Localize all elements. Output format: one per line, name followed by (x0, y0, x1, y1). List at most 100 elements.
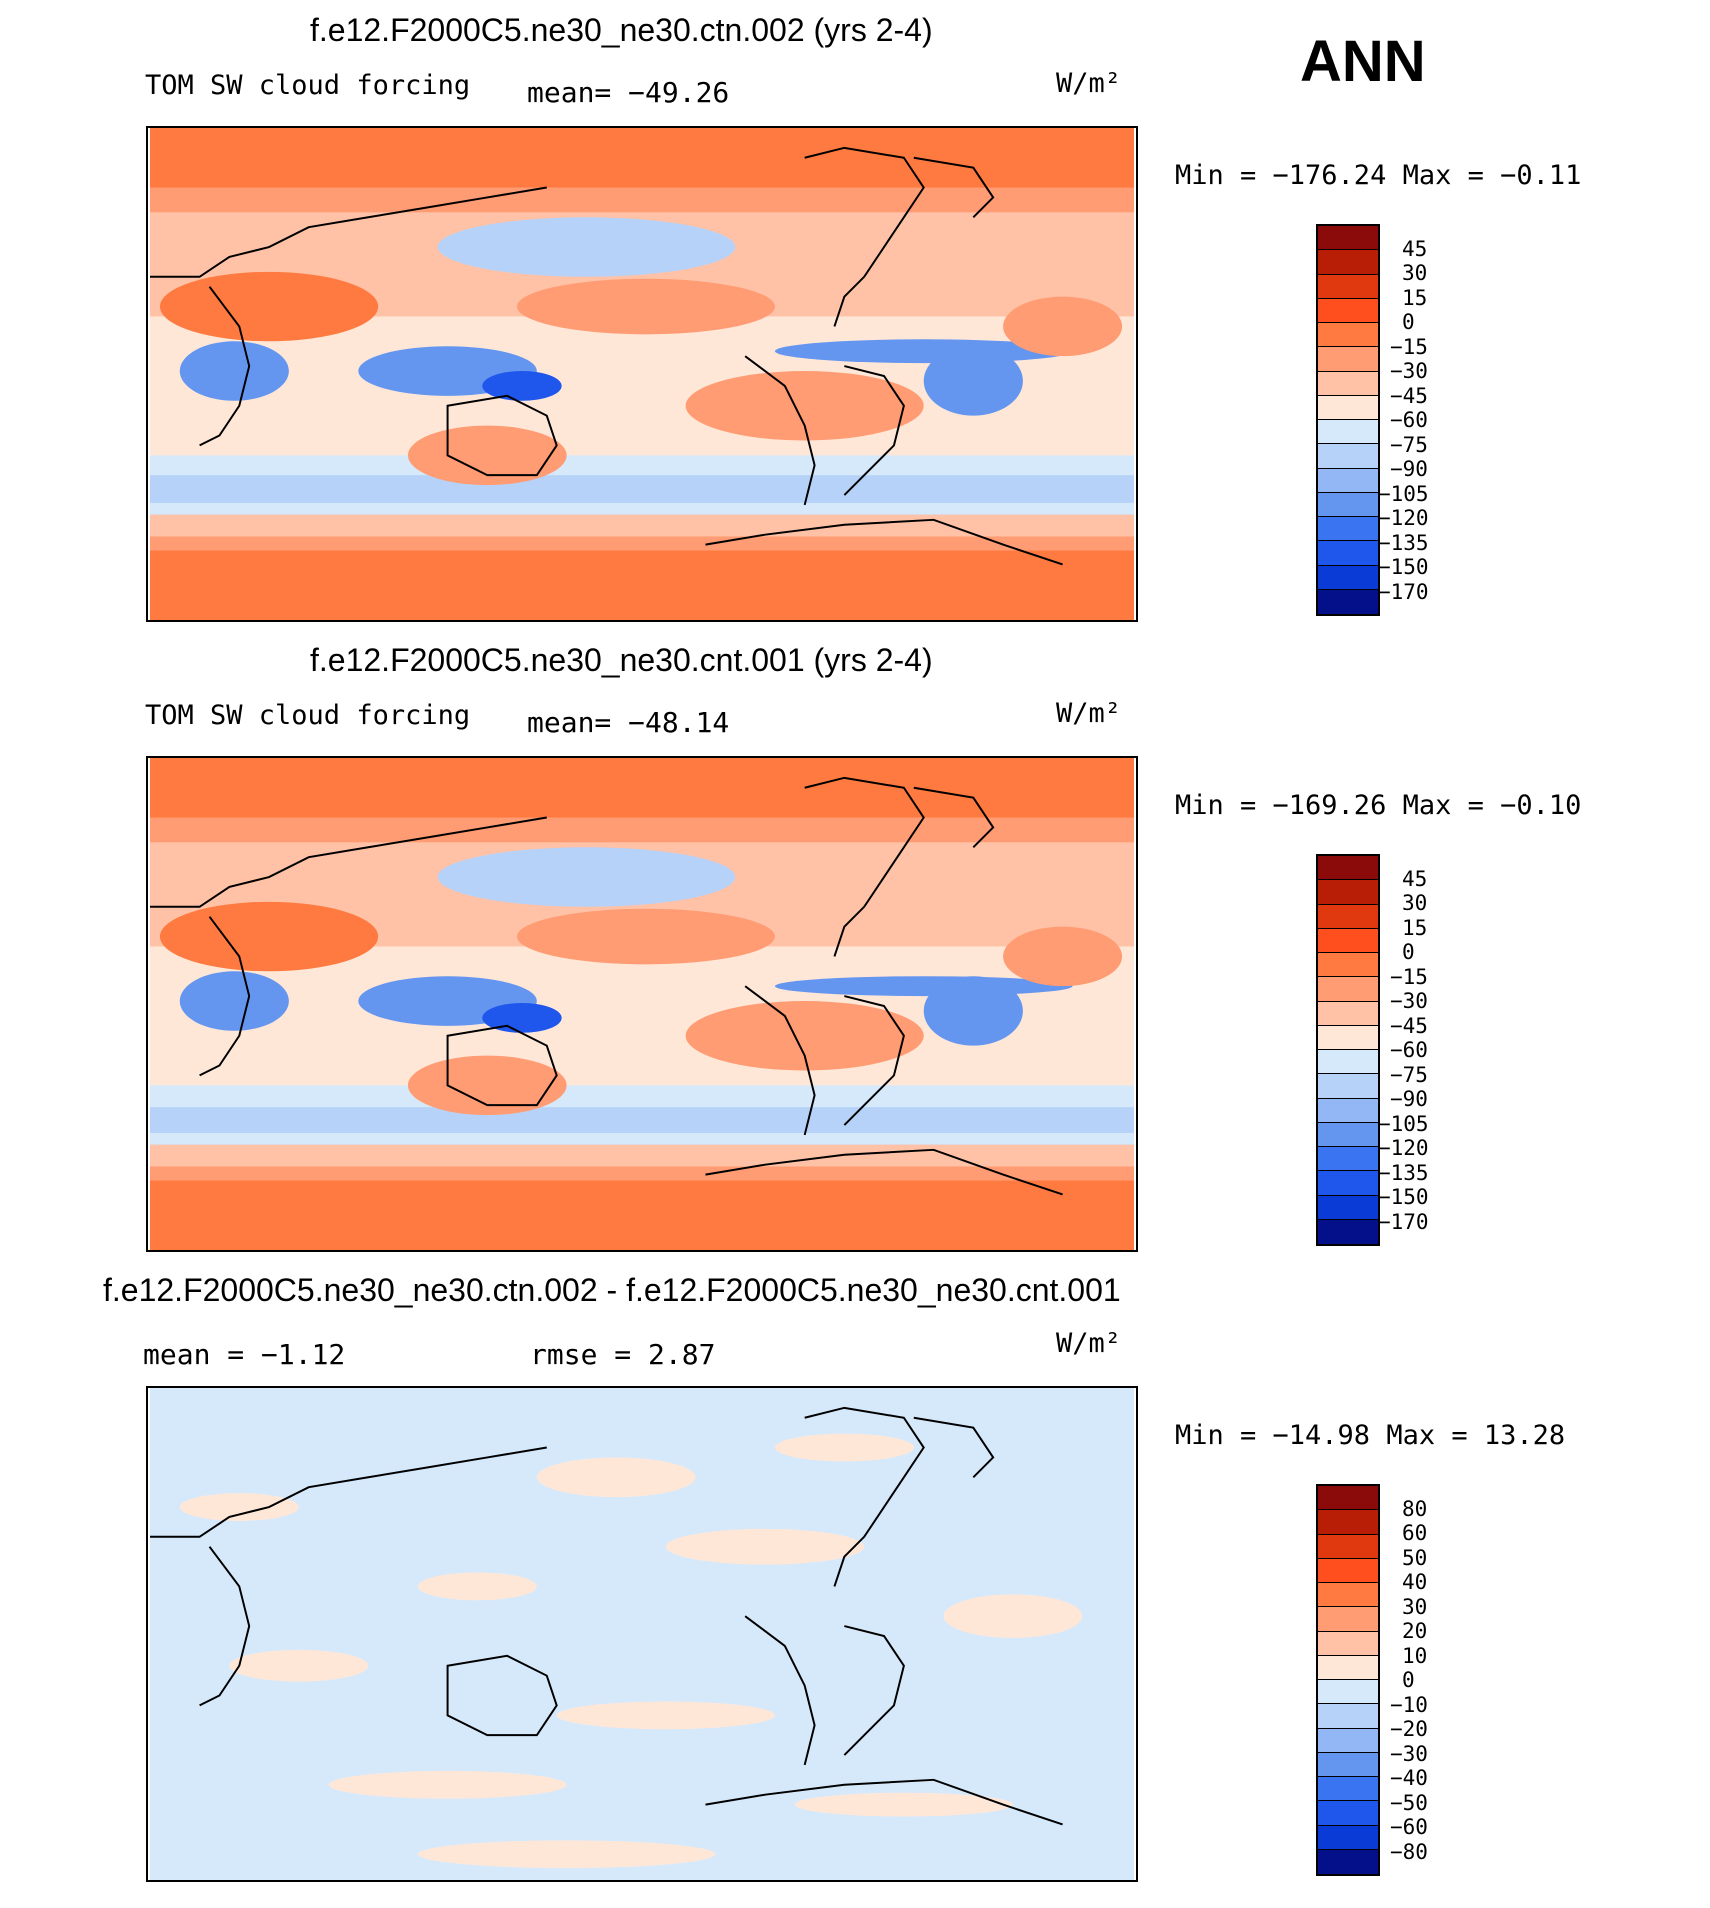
colorbar-tick-label: 15 (1402, 915, 1428, 940)
colorbar-cell (1318, 323, 1378, 348)
panel-3-colorbar (1316, 1484, 1380, 1876)
colorbar-cell (1318, 977, 1378, 1002)
se-pacific-stratocumulus (685, 1001, 924, 1071)
colorbar-cell (1318, 1607, 1378, 1632)
colorbar-tick-label: 30 (1402, 261, 1428, 285)
colorbar-tick-label: −170 (1378, 579, 1429, 604)
colorbar-cell (1318, 1025, 1378, 1050)
panel-2-title: f.e12.F2000C5.ne30_ne30.cnt.001 (yrs 2-4… (310, 642, 933, 678)
central-africa (179, 341, 289, 401)
sh-band-2 (150, 1144, 1134, 1167)
colorbar-tick-label: −40 (1390, 1766, 1428, 1790)
colorbar-cell (1318, 953, 1378, 978)
colorbar-cell (1318, 347, 1378, 372)
colorbar-tick-label: −135 (1378, 530, 1429, 555)
colorbar-tick-label: 40 (1402, 1570, 1428, 1594)
colorbar-cell (1318, 1558, 1378, 1583)
colorbar-cell (1318, 1050, 1378, 1075)
colorbar-tick-label: −105 (1378, 1111, 1429, 1136)
panel-2-variable: TOM SW cloud forcing (145, 700, 471, 731)
diff-patch (179, 1493, 299, 1521)
diff-patch (665, 1528, 865, 1565)
panel-3-mean: mean = −1.12 (143, 1338, 346, 1371)
panel-1-map (146, 126, 1138, 622)
panel-1-min-max: Min = −176.24 Max = −0.11 (1175, 160, 1582, 191)
panel-2-colorbar (1316, 854, 1380, 1246)
colorbar-cell (1318, 880, 1378, 905)
panel-1-variable: TOM SW cloud forcing (145, 70, 471, 101)
colorbar-cell (1318, 1583, 1378, 1608)
colorbar-tick-label: −10 (1390, 1692, 1428, 1717)
central-africa (179, 971, 289, 1031)
colorbar-cell (1318, 226, 1378, 251)
panel-1-title: f.e12.F2000C5.ne30_ne30.ctn.002 (yrs 2-4… (310, 12, 933, 48)
colorbar-tick-label: −60 (1390, 408, 1428, 432)
ne-pacific-region (517, 278, 775, 335)
sahara-region (159, 271, 379, 342)
new-guinea-deep (482, 371, 562, 401)
colorbar-cell (1318, 1074, 1378, 1099)
panel-3-min-max: Min = −14.98 Max = 13.28 (1175, 1420, 1566, 1451)
sh-band-3 (150, 536, 1134, 551)
colorbar-cell (1318, 1098, 1378, 1123)
colorbar-cell (1318, 420, 1378, 445)
colorbar-tick-label: −105 (1378, 481, 1429, 506)
panel-3-map-svg (149, 1388, 1134, 1880)
colorbar-tick-label: −30 (1390, 1741, 1428, 1766)
colorbar-cell (1318, 468, 1378, 493)
colorbar-cell (1318, 1219, 1378, 1244)
diff-patch (794, 1792, 1013, 1817)
amazon-region (923, 976, 1023, 1046)
season-label: ANN (1300, 29, 1426, 94)
panel-2-mean: mean= −48.14 (527, 706, 730, 739)
colorbar-cell (1318, 928, 1378, 953)
sh-band-2 (150, 514, 1134, 537)
colorbar-cell (1318, 274, 1378, 299)
coastlines (149, 146, 1063, 566)
colorbar-cell (1318, 1680, 1378, 1705)
colorbar-cell (1318, 1147, 1378, 1172)
diff-patch (536, 1457, 696, 1498)
colorbar-tick-label: 10 (1402, 1643, 1428, 1668)
sh-band-3 (150, 1166, 1134, 1181)
colorbar-tick-label: 20 (1402, 1619, 1428, 1643)
colorbar-tick-label: −150 (1378, 1185, 1429, 1209)
colorbar-tick-label: −150 (1378, 555, 1429, 579)
panel-2-map-svg (149, 758, 1134, 1250)
colorbar-tick-label: −60 (1390, 1038, 1428, 1062)
colorbar-cell (1318, 1486, 1378, 1511)
colorbar-tick-label: 60 (1402, 1521, 1428, 1545)
nw-pacific-cloud-region (437, 847, 736, 907)
colorbar-tick-label: −15 (1390, 964, 1428, 989)
colorbar-cell (1318, 1122, 1378, 1147)
sahara-region (159, 901, 379, 972)
panel-1-map-svg (149, 128, 1134, 620)
colorbar-tick-label: −75 (1390, 1062, 1428, 1087)
panel-3-title: f.e12.F2000C5.ne30_ne30.ctn.002 - f.e12.… (103, 1272, 1121, 1308)
colorbar-cell (1318, 1728, 1378, 1753)
colorbar-tick-label: −15 (1390, 334, 1428, 359)
colorbar-tick-label: 30 (1402, 1594, 1428, 1619)
colorbar-cell (1318, 1777, 1378, 1802)
diff-patch (417, 1572, 537, 1601)
nw-pacific-cloud-region (437, 217, 736, 277)
colorbar-cell (1318, 904, 1378, 929)
colorbar-tick-label: −50 (1390, 1790, 1428, 1815)
colorbar-tick-label: 80 (1402, 1496, 1428, 1521)
colorbar-cell (1318, 395, 1378, 420)
atlantic-region (1003, 926, 1123, 987)
se-pacific-stratocumulus (685, 371, 924, 441)
colorbar-cell (1318, 1631, 1378, 1656)
panel-3-units: W/m² (1056, 1328, 1122, 1359)
colorbar-tick-label: −20 (1390, 1717, 1428, 1741)
colorbar-cell (1318, 1752, 1378, 1777)
new-guinea-deep (482, 1003, 562, 1033)
colorbar-cell (1318, 1801, 1378, 1826)
diff-patch (556, 1701, 775, 1730)
panel-1-mean: mean= −49.26 (527, 76, 730, 109)
diff-patch (943, 1594, 1083, 1638)
colorbar-cell (1318, 1534, 1378, 1559)
panel-1-units: W/m² (1056, 68, 1122, 99)
colorbar-cell (1318, 1825, 1378, 1850)
colorbar-tick-label: −75 (1390, 432, 1428, 457)
